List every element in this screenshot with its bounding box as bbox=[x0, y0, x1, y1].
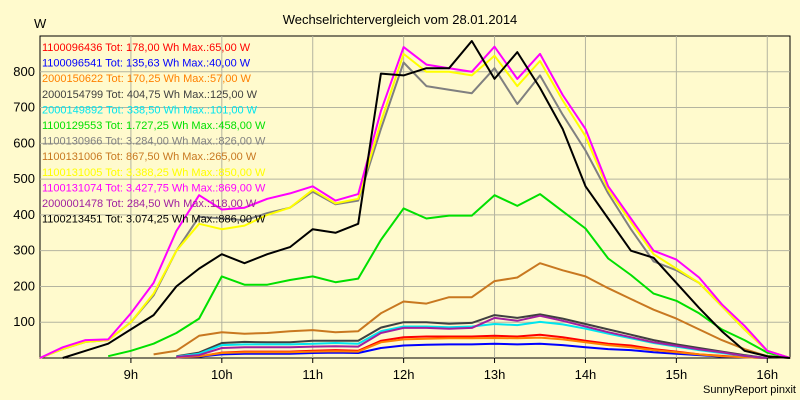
x-tick-label: 13h bbox=[484, 367, 506, 382]
series-line-2 bbox=[176, 336, 768, 359]
legend-entry: 1100131074 Tot: 3.427,75 Wh Max.:869,00 … bbox=[42, 182, 266, 194]
y-tick-label: 200 bbox=[13, 278, 35, 293]
y-tick-label: 100 bbox=[13, 314, 35, 329]
series-line-1 bbox=[176, 342, 768, 359]
y-axis: 100 200 300 400 500 600 700 800 bbox=[13, 64, 35, 329]
series-line-8 bbox=[39, 52, 791, 359]
legend-entry: 2000150622 Tot: 170,25 Wh Max.:57,00 W bbox=[42, 73, 252, 85]
x-tick-label: 14h bbox=[575, 367, 597, 382]
x-tick-label: 9h bbox=[124, 367, 138, 382]
legend-entry: 1100130966 Tot: 3.284,00 Wh Max.:826,00 … bbox=[42, 136, 266, 148]
series-line-3 bbox=[176, 313, 768, 359]
x-tick-label: 11h bbox=[302, 367, 323, 382]
x-tick-label: 10h bbox=[211, 367, 233, 382]
plot-area bbox=[39, 35, 791, 359]
series-line-10 bbox=[176, 314, 768, 359]
series-line-11 bbox=[62, 40, 791, 359]
legend-entry: 1100096436 Tot: 178,00 Wh Max.:65,00 W bbox=[42, 42, 251, 54]
x-tick-label: 16h bbox=[756, 367, 778, 382]
legend-entry: 1100129553 Tot: 1.727,25 Wh Max.:458,00 … bbox=[42, 120, 266, 132]
y-axis-label: W bbox=[34, 16, 47, 31]
y-tick-label: 300 bbox=[13, 243, 35, 258]
legend-entry: 1100096541 Tot: 135,63 Wh Max.:40,00 W bbox=[42, 58, 251, 70]
y-tick-label: 600 bbox=[13, 135, 35, 150]
series-line-9 bbox=[39, 45, 791, 359]
legend-entry: 1100131005 Tot: 3.388,25 Wh Max.:850,00 … bbox=[42, 167, 266, 179]
y-tick-label: 800 bbox=[13, 64, 35, 79]
chart-title: Wechselrichtervergleich vom 28.01.2014 bbox=[283, 12, 518, 27]
series-line-7 bbox=[153, 262, 791, 359]
series-group bbox=[39, 40, 791, 359]
grid bbox=[40, 36, 790, 358]
legend-entry: 1100213451 Tot: 3.074,25 Wh Max.:886,00 … bbox=[42, 214, 266, 226]
legend-entry: 2000154799 Tot: 404,75 Wh Max.:125,00 W bbox=[42, 89, 258, 101]
y-tick-label: 500 bbox=[13, 171, 35, 186]
legend: 1100096436 Tot: 178,00 Wh Max.:65,00 W 11… bbox=[42, 42, 266, 226]
legend-entry: 2000001478 Tot: 284,50 Wh Max.:118,00 W bbox=[42, 198, 257, 210]
y-tick-label: 700 bbox=[13, 100, 35, 115]
footer-credit: SunnyReport pinxit bbox=[703, 384, 796, 396]
x-tick-label: 12h bbox=[393, 367, 415, 382]
x-axis: 9h 10h 11h 12h 13h 14h 15h 16h bbox=[124, 358, 778, 382]
series-line-5 bbox=[107, 193, 791, 359]
legend-entry: 2000149892 Tot: 338,50 Wh Max.:101,00 W bbox=[42, 104, 258, 116]
y-tick-label: 400 bbox=[13, 207, 35, 222]
x-tick-label: 15h bbox=[666, 367, 688, 382]
legend-entry: 1100131006 Tot: 867,50 Wh Max.:265,00 W bbox=[42, 151, 257, 163]
